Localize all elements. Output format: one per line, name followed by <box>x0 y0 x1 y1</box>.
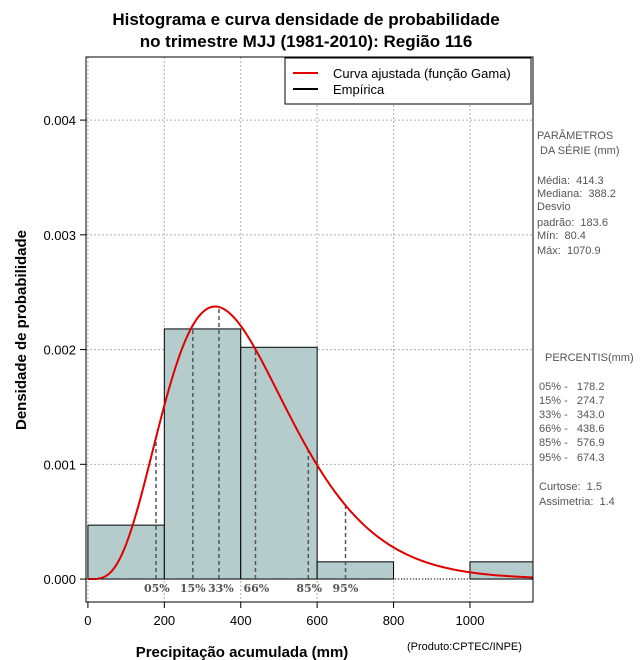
series-parameters-panel: PARÂMETROS DA SÉRIE (mm) Média: 414.3 Me… <box>537 129 620 257</box>
x-axis-label: Precipitação acumulada (mm) <box>136 644 349 660</box>
percentil-05: 05% - 178.2 <box>539 381 604 393</box>
histogram-bar <box>87 524 165 580</box>
chart-title-line-1: Histograma e curva densidade de probabil… <box>112 10 499 29</box>
param-sd: padrão: 183.6 <box>537 217 608 229</box>
x-tick-label: 800 <box>383 613 405 628</box>
y-tick-label: 0.004 <box>43 113 76 128</box>
legend: Curva ajustada (função Gama) Empírica <box>284 57 532 105</box>
percentil-33: 33% - 343.0 <box>539 409 604 421</box>
percentile-label-85%: 85% <box>296 582 322 595</box>
param-min: Mín: 80.4 <box>537 230 586 242</box>
percentiles-panel: PERCENTIS(mm) 05% - 178.2 15% - 274.7 33… <box>539 352 634 508</box>
x-tick-label: 1000 <box>456 613 485 628</box>
kurtosis: Curtose: 1.5 <box>539 481 602 493</box>
percentil-95: 95% - 674.3 <box>539 452 604 464</box>
x-tick-label: 0 <box>84 613 91 628</box>
percentile-label-66%: 66% <box>243 582 269 595</box>
gamma-curve-layer <box>87 305 534 581</box>
x-tick-label: 400 <box>230 613 252 628</box>
params-title-2: DA SÉRIE (mm) <box>537 144 620 157</box>
histogram-bar <box>240 346 318 580</box>
y-axis-label: Densidade de probabilidade <box>13 230 30 430</box>
histogram-bar <box>163 328 242 580</box>
params-title-1: PARÂMETROS <box>537 129 613 142</box>
percentile-label-15%: 15% <box>180 582 206 595</box>
param-max: Máx: 1070.9 <box>537 245 601 257</box>
plot-frame <box>85 56 534 603</box>
y-tick-label: 0.000 <box>43 572 76 587</box>
gamma-fit-curve <box>87 305 534 581</box>
legend-curve-label: Curva ajustada (função Gama) <box>333 66 511 81</box>
y-tick-label: 0.003 <box>43 228 76 243</box>
percentil-85: 85% - 576.9 <box>539 437 604 449</box>
product-credit: (Produto:CPTEC/INPE) <box>407 641 522 653</box>
percentis-title: PERCENTIS(mm) <box>545 352 634 364</box>
chart-title-line-2: no trimestre MJJ (1981-2010): Região 116 <box>140 32 473 51</box>
percentile-markers: 05% 15% 33% 66% 85% 95% <box>144 307 359 595</box>
percentil-66: 66% - 438.6 <box>539 423 604 435</box>
percentile-label-33%: 33% <box>208 582 234 595</box>
x-tick-label: 200 <box>153 613 175 628</box>
legend-box <box>284 57 532 105</box>
param-median: Mediana: 388.2 <box>537 188 616 200</box>
y-axis: 0.000 0.001 0.002 0.003 0.004 <box>43 113 86 587</box>
x-tick-label: 600 <box>306 613 328 628</box>
skewness: Assimetria: 1.4 <box>539 496 615 508</box>
percentil-15: 15% - 274.7 <box>539 395 604 407</box>
histogram-bar <box>316 561 395 580</box>
percentile-label-95%: 95% <box>333 582 359 595</box>
x-axis: 0 200 400 600 800 1000 <box>84 602 484 628</box>
param-sd-label: Desvio <box>537 201 571 213</box>
percentile-label-05%: 05% <box>144 582 170 595</box>
y-tick-label: 0.001 <box>43 457 76 472</box>
y-tick-label: 0.002 <box>43 343 76 358</box>
histogram-bars <box>87 328 534 580</box>
legend-empirical-label: Empírica <box>333 82 385 97</box>
param-mean: Média: 414.3 <box>537 175 604 187</box>
